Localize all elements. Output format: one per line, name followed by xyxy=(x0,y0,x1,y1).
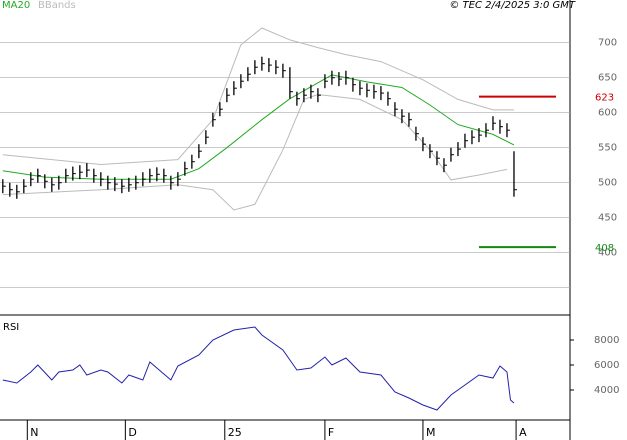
y-tick-label: 8000 xyxy=(594,335,619,346)
x-tick-label: N xyxy=(30,426,38,439)
y-tick-label: 450 xyxy=(598,213,617,224)
indicator-line xyxy=(2,93,508,211)
rsi-title: RSI xyxy=(3,322,19,333)
x-tick-label: D xyxy=(128,426,136,439)
x-tick-label: F xyxy=(328,426,334,439)
rsi-line xyxy=(2,326,515,411)
y-tick-label: 700 xyxy=(598,38,617,49)
y-tick-label: 500 xyxy=(598,178,617,189)
legend-ma20: MA20 xyxy=(2,0,30,11)
y-tick-label: 600 xyxy=(598,108,617,119)
legend-bbands: BBands xyxy=(38,0,76,11)
copyright: © TEC 2/4/2025 3:0 GMT xyxy=(449,0,576,11)
level-label: 408 xyxy=(595,243,614,254)
level-label: 623 xyxy=(595,93,614,104)
x-tick-label: A xyxy=(519,426,527,439)
y-tick-label: 400 xyxy=(598,248,617,259)
x-tick-label: 25 xyxy=(228,426,242,439)
y-tick-label: 6000 xyxy=(594,360,619,371)
indicator-line xyxy=(2,27,514,166)
y-tick-label: 650 xyxy=(598,73,617,84)
x-tick-label: M xyxy=(426,426,436,439)
y-tick-label: 550 xyxy=(598,143,617,154)
y-tick-label: 4000 xyxy=(594,385,619,396)
